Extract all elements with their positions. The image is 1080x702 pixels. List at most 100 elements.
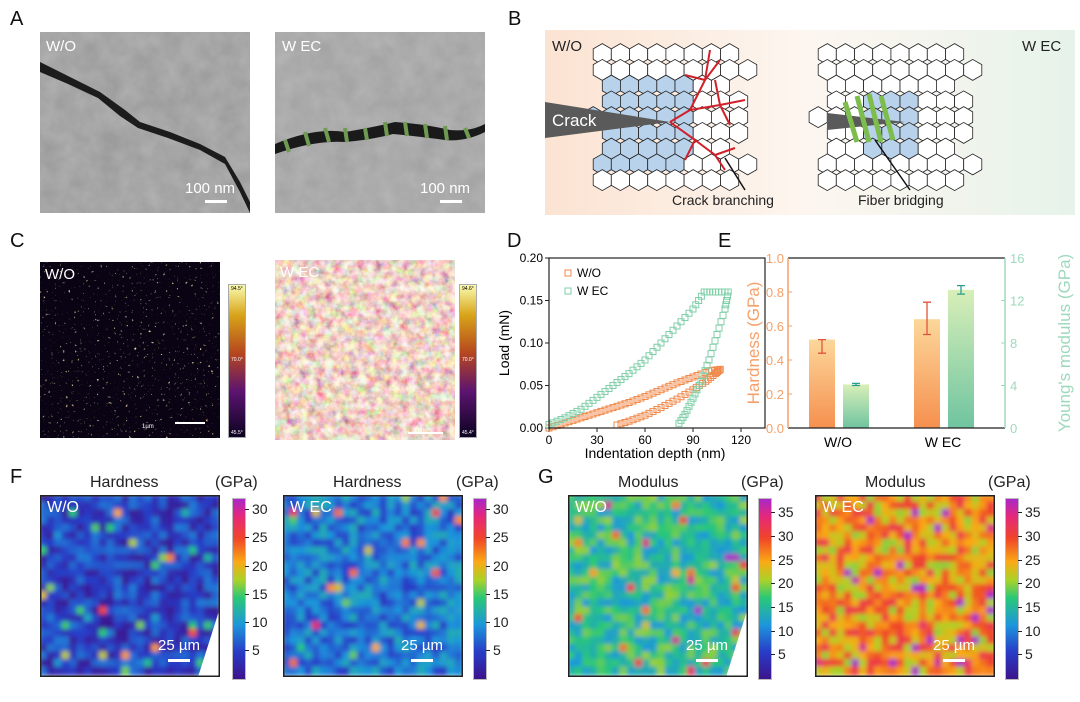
heatmap-cell xyxy=(312,561,322,571)
heatmap-cell xyxy=(372,636,382,646)
heatmap-cell xyxy=(679,576,689,586)
heatmap-cell xyxy=(574,539,584,549)
heatmap-cell xyxy=(297,561,307,571)
heatmap-cell xyxy=(934,576,944,586)
heatmap-cell xyxy=(342,621,352,631)
heatmap-cell xyxy=(874,644,884,654)
heatmap-cell xyxy=(836,554,846,564)
heatmap-cell xyxy=(844,554,854,564)
heatmap-cell xyxy=(417,539,427,549)
heatmap-cell xyxy=(597,501,607,511)
heatmap-cell xyxy=(732,614,742,624)
heatmap-cell xyxy=(717,621,727,631)
data-point-wo xyxy=(707,373,715,381)
heatmap-cell xyxy=(604,584,614,594)
data-point-wec xyxy=(685,402,693,410)
heatmap-cell xyxy=(679,539,689,549)
heatmap-cell xyxy=(934,644,944,654)
heatmap-cell xyxy=(597,591,607,601)
heatmap-cell xyxy=(159,644,169,654)
heatmap-cell xyxy=(174,554,184,564)
heatmap-cell xyxy=(709,569,719,579)
heatmap-g-wo xyxy=(568,495,748,677)
heatmap-cell xyxy=(69,495,79,504)
heatmap-cell xyxy=(211,516,220,526)
heatmap-cell xyxy=(971,516,981,526)
heatmap-cell xyxy=(732,501,742,511)
x-tick-label: 90 xyxy=(686,433,700,447)
heatmap-cell xyxy=(114,614,124,624)
heatmap-cell xyxy=(204,509,214,519)
heatmap-cell xyxy=(859,495,869,504)
heatmap-cell xyxy=(439,576,449,586)
heatmap-cell xyxy=(342,651,352,661)
heatmap-cell xyxy=(372,524,382,534)
heatmap-cell xyxy=(679,629,689,639)
heatmap-cell xyxy=(687,516,697,526)
heatmap-cell xyxy=(379,576,389,586)
heatmap-cell xyxy=(679,666,689,676)
heatmap-cell xyxy=(166,636,176,646)
heatmap-cell xyxy=(54,599,64,609)
heatmap-cell xyxy=(986,524,995,534)
heatmap-cell xyxy=(387,554,397,564)
heatmap-cell xyxy=(91,546,101,556)
heatmap-cell xyxy=(327,561,337,571)
heatmap-cell xyxy=(312,509,322,519)
heatmap-cell xyxy=(76,659,86,669)
heatmap-cell xyxy=(409,576,419,586)
heatmap-cell xyxy=(204,606,214,616)
heatmap-cell xyxy=(394,599,404,609)
heatmap-cell xyxy=(657,576,667,586)
heatmap-cell xyxy=(106,599,116,609)
heatmap-cell xyxy=(889,621,899,631)
heatmap-cell xyxy=(121,539,131,549)
heatmap-cell xyxy=(844,584,854,594)
heatmap-cell xyxy=(69,539,79,549)
heatmap-cell xyxy=(664,651,674,661)
heatmap-cell xyxy=(642,666,652,676)
heatmap-cell xyxy=(956,644,966,654)
heatmap-cell xyxy=(372,531,382,541)
heatmap-cell xyxy=(642,509,652,519)
heatmap-cell xyxy=(114,576,124,586)
right-tick-label: 8 xyxy=(1010,336,1017,351)
heatmap-cell xyxy=(724,524,734,534)
heatmap-cell xyxy=(964,495,974,504)
heatmap-cell xyxy=(889,576,899,586)
heatmap-cell xyxy=(312,501,322,511)
heatmap-cell xyxy=(739,584,748,594)
heatmap-cell xyxy=(357,531,367,541)
heatmap-cell xyxy=(724,554,734,564)
heatmap-cell xyxy=(174,509,184,519)
heatmap-cell xyxy=(604,636,614,646)
heatmap-cell xyxy=(297,659,307,669)
heatmap-cell xyxy=(568,651,577,661)
data-point-wo xyxy=(633,414,641,422)
heatmap-cell xyxy=(904,591,914,601)
heatmap-cell xyxy=(627,576,637,586)
heatmap-cell xyxy=(424,644,434,654)
heatmap-cell xyxy=(196,554,206,564)
heatmap-cell xyxy=(364,531,374,541)
heatmap-cell xyxy=(312,659,322,669)
heatmap-cell xyxy=(815,599,824,609)
heatmap-cell xyxy=(40,501,49,511)
heatmap-cell xyxy=(911,495,921,504)
heatmap-cell xyxy=(409,554,419,564)
heatmap-cell xyxy=(349,651,359,661)
heatmap-cell xyxy=(283,539,292,549)
data-point-wo xyxy=(689,373,697,381)
heatmap-cell xyxy=(342,584,352,594)
heatmap-cell xyxy=(432,576,442,586)
heatmap-cell xyxy=(304,531,314,541)
heatmap-cell xyxy=(349,629,359,639)
heatmap-cell xyxy=(394,666,404,676)
heatmap-cell xyxy=(342,614,352,624)
heatmap-cell xyxy=(372,569,382,579)
heatmap-cell xyxy=(919,501,929,511)
heatmap-cell xyxy=(724,621,734,631)
heatmap-cell xyxy=(986,539,995,549)
heatmap-cell xyxy=(69,561,79,571)
heatmap-cell xyxy=(732,584,742,594)
